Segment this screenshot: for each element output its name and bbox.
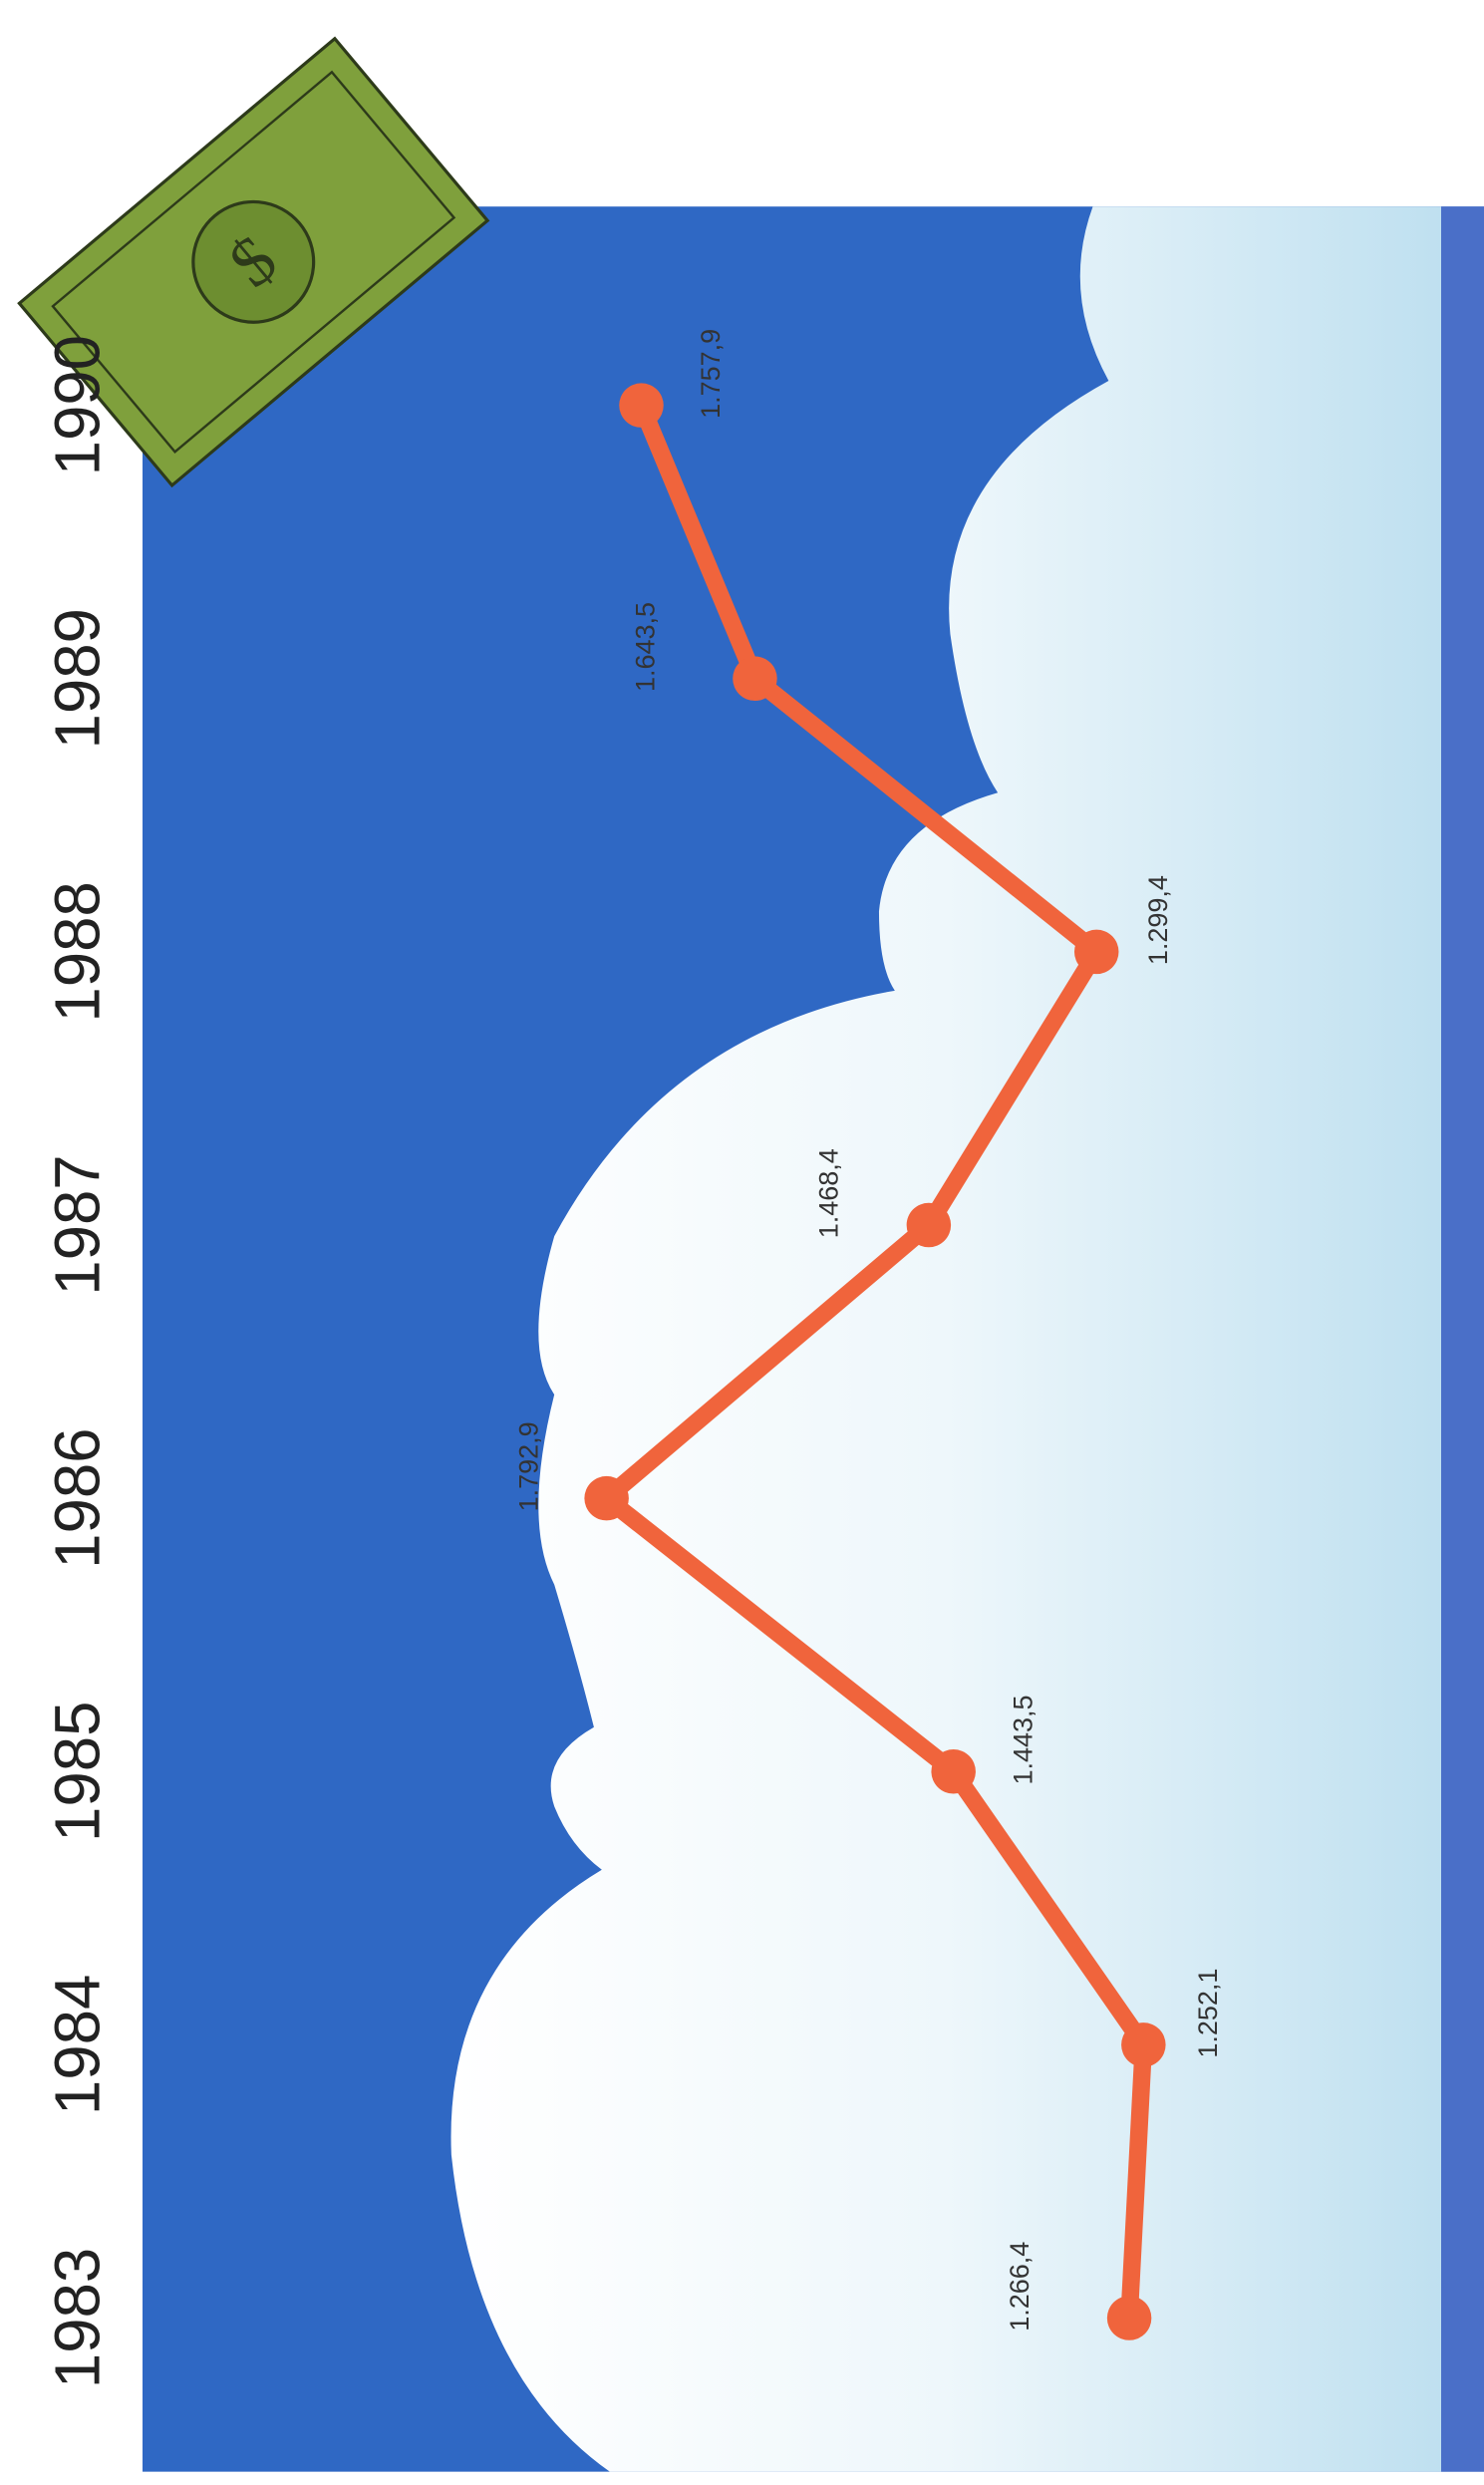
data-label: 1.299,4	[1143, 875, 1173, 965]
data-point	[619, 383, 664, 428]
data-point	[1121, 2022, 1166, 2067]
data-point	[733, 656, 777, 702]
data-point	[931, 1749, 976, 1794]
right-strip	[1441, 206, 1484, 2472]
cloud	[450, 206, 1442, 2472]
data-label: 1.643,5	[631, 602, 661, 692]
x-tick-label: 1987	[42, 1154, 113, 1295]
x-tick-label: 1989	[42, 608, 113, 749]
data-label: 1.443,5	[1008, 1695, 1038, 1784]
data-label: 1.757,9	[696, 329, 726, 419]
data-label: 1.792,9	[513, 1421, 543, 1511]
x-tick-label: 1983	[42, 2248, 113, 2388]
data-point	[584, 1475, 629, 1521]
x-tick-label: 1986	[42, 1427, 113, 1568]
x-tick-label: 1990	[42, 335, 113, 475]
data-line	[597, 396, 1153, 2328]
money-bill-icon: $	[17, 36, 490, 488]
x-tick-label: 1988	[42, 881, 113, 1022]
data-label: 1.252,1	[1193, 1969, 1223, 2058]
x-tick-label: 1985	[42, 1702, 113, 1842]
data-label: 1.266,4	[1005, 2242, 1035, 2331]
data-point	[1073, 929, 1119, 975]
x-tick-label: 1984	[42, 1975, 113, 2115]
data-point	[906, 1202, 952, 1248]
data-point	[1106, 2296, 1152, 2340]
data-label: 1.468,4	[813, 1148, 843, 1238]
